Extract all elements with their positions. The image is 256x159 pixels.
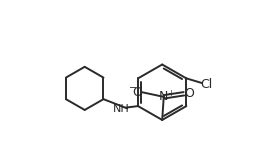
Text: NH: NH xyxy=(113,104,129,114)
Text: Cl: Cl xyxy=(200,78,213,91)
Text: −: − xyxy=(129,83,137,93)
Text: N: N xyxy=(159,90,168,103)
Text: +: + xyxy=(168,89,175,98)
Text: O: O xyxy=(184,87,194,100)
Text: O: O xyxy=(132,86,142,99)
